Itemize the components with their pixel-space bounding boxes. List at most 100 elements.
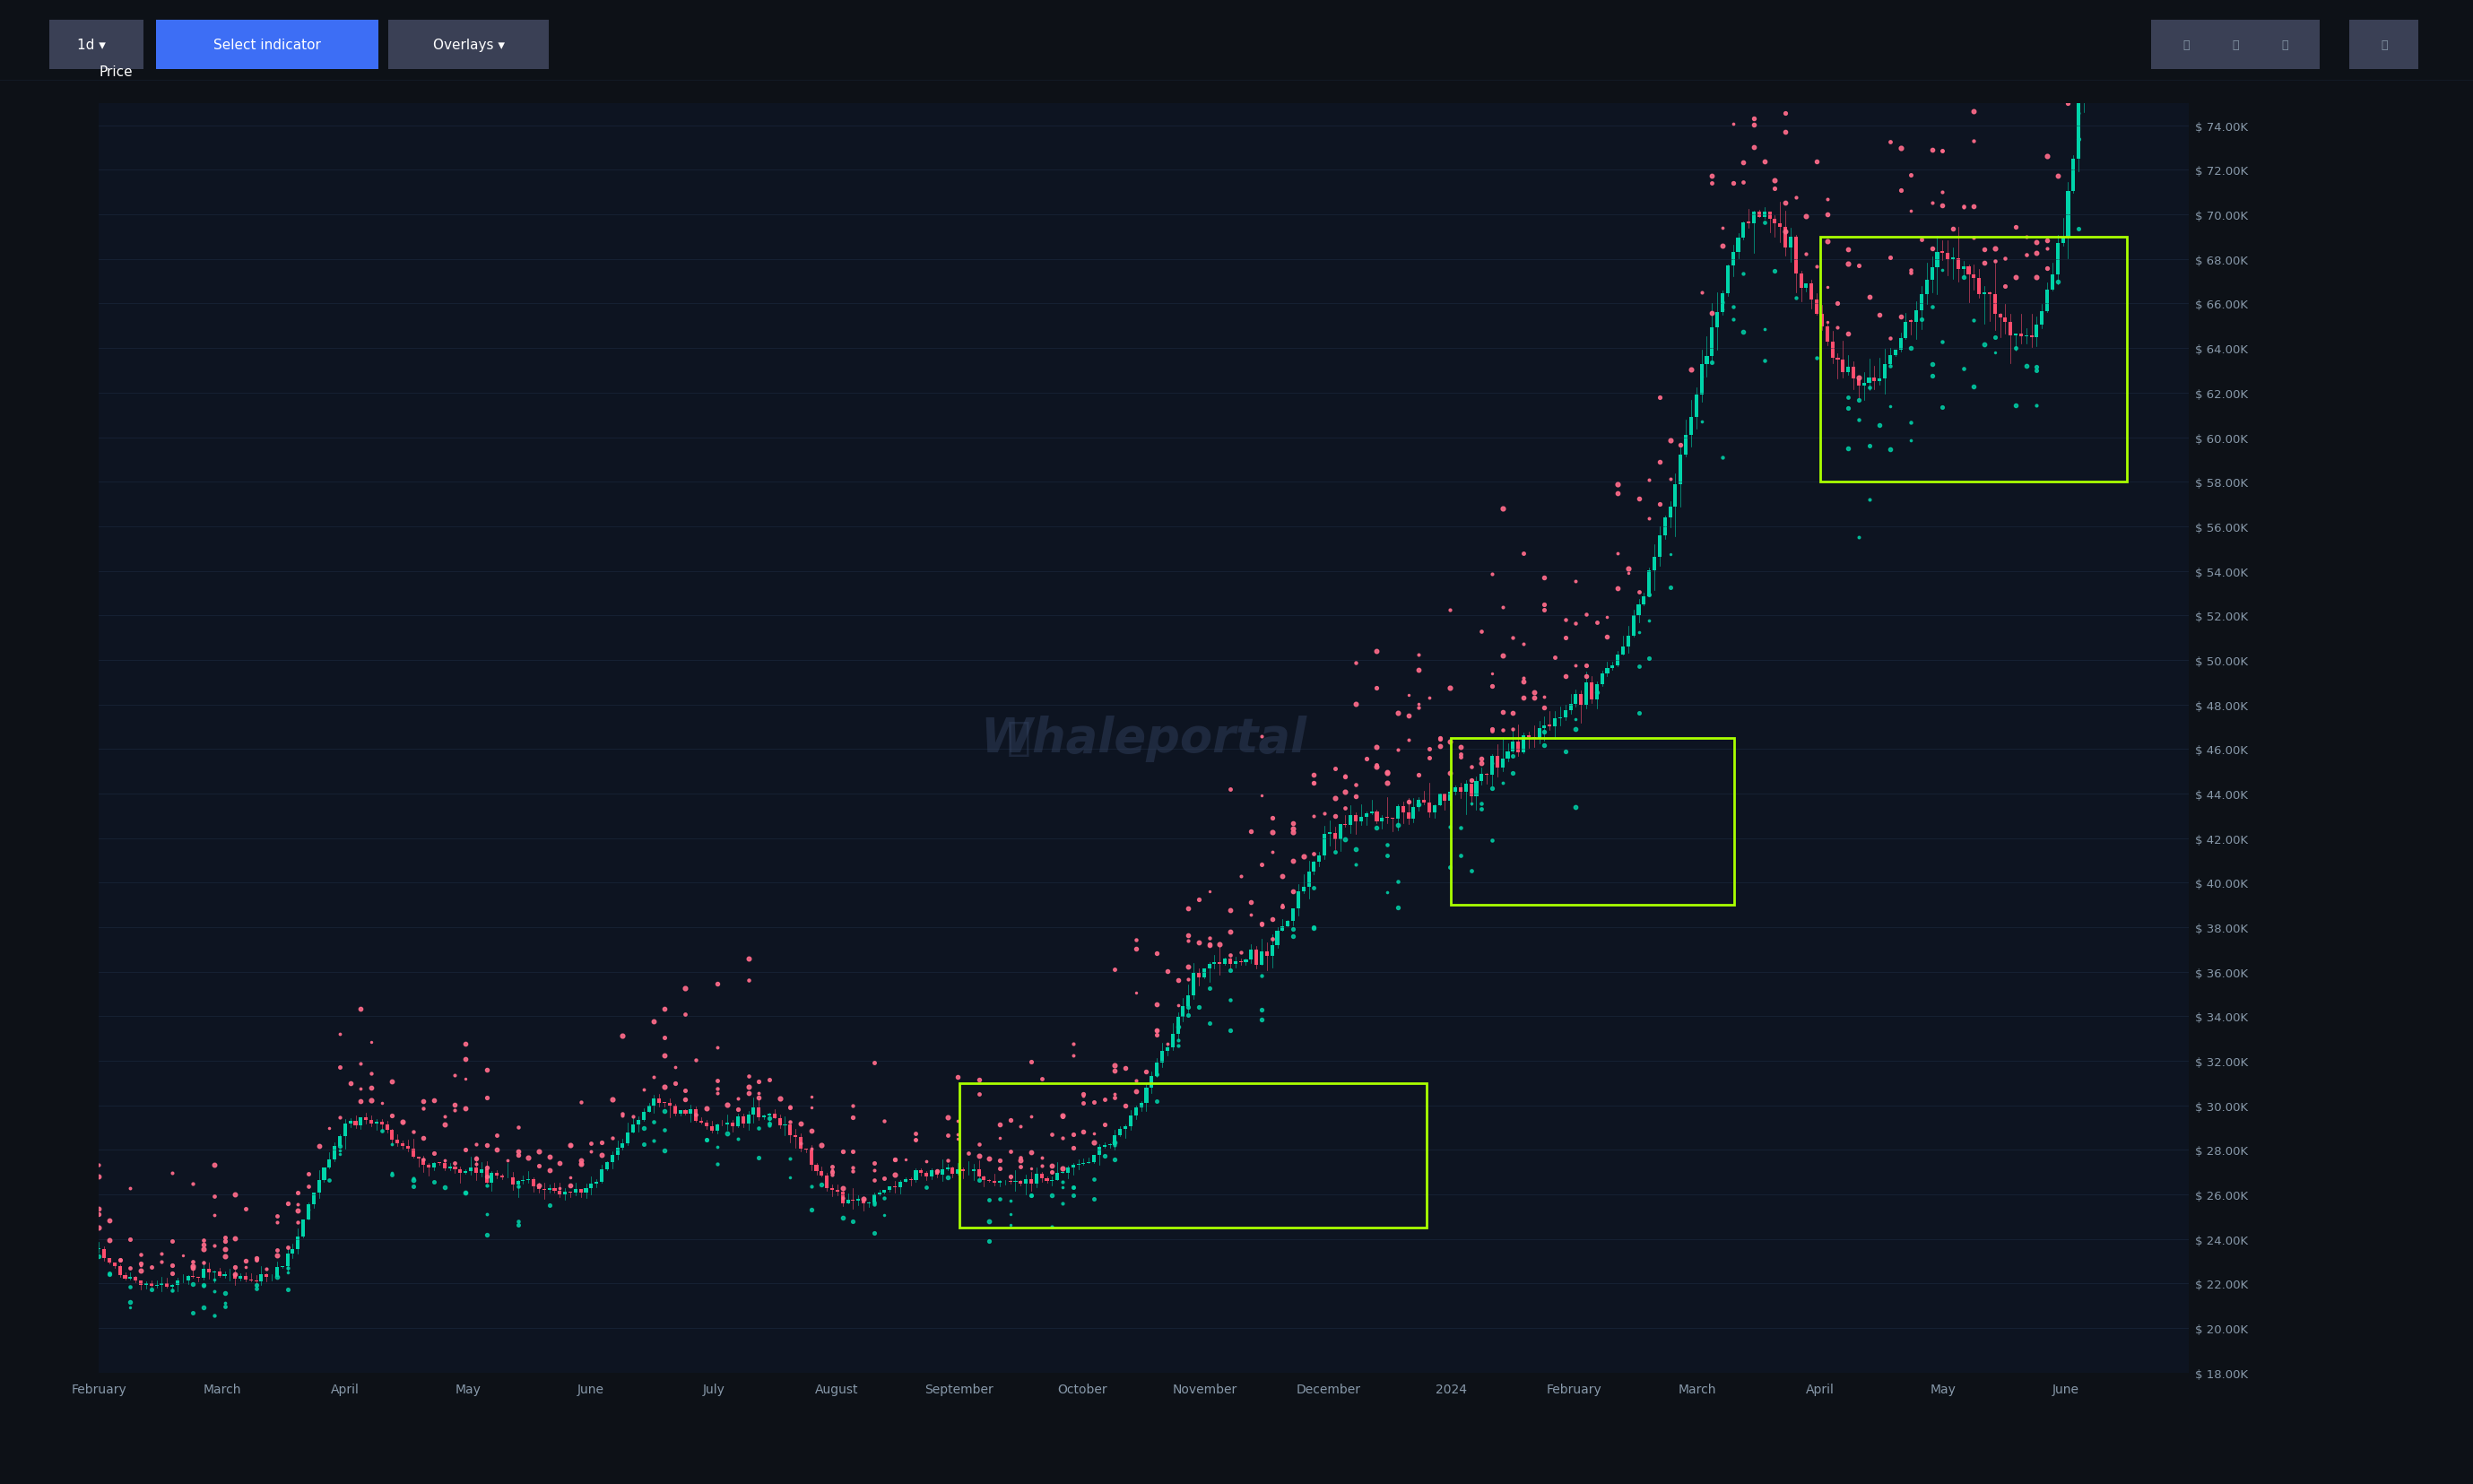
Point (1870, 438, 1909, 462)
Point (89, 1227, 129, 1251)
Bar (1711, 328, 1714, 356)
Point (1326, 795, 1365, 819)
FancyBboxPatch shape (45, 18, 148, 73)
Bar (1422, 800, 1427, 803)
Point (1002, 1114, 1041, 1138)
Point (445, 1181, 485, 1205)
Point (665, 1079, 705, 1103)
Point (791, 1198, 831, 1221)
Point (1546, 626, 1585, 650)
Point (989, 1140, 1029, 1163)
Bar (453, 1166, 458, 1169)
Point (467, 1204, 507, 1227)
Bar (465, 1171, 467, 1174)
Bar (977, 1169, 982, 1177)
Point (435, 1152, 475, 1175)
Point (1031, 1215, 1071, 1239)
Point (425, 1113, 465, 1137)
Point (2048, 61, 2087, 85)
Point (2038, 270, 2077, 294)
Point (1766, 120, 1805, 144)
Point (1147, 960, 1187, 984)
Point (173, 1257, 213, 1281)
Point (960, 1068, 999, 1092)
Point (1996, 266, 2035, 289)
Point (277, 1193, 317, 1217)
Point (1840, 255, 1879, 279)
Text: Price: Price (99, 65, 134, 79)
Bar (574, 1190, 576, 1193)
Point (215, 1261, 255, 1285)
Point (1892, 200, 1931, 224)
Point (843, 1187, 883, 1211)
Bar (1454, 788, 1457, 792)
Point (215, 1227, 255, 1251)
Point (1044, 1171, 1083, 1195)
Point (1630, 647, 1669, 671)
Point (739, 1080, 779, 1104)
Point (79, 1198, 119, 1221)
Bar (1113, 1135, 1118, 1146)
Point (195, 1184, 235, 1208)
Point (772, 1165, 811, 1189)
Point (79, 1217, 119, 1241)
Point (1096, 1060, 1135, 1083)
Point (225, 1250, 265, 1273)
Point (195, 1153, 235, 1177)
Point (1044, 1126, 1083, 1150)
Bar (1286, 922, 1288, 926)
Point (1996, 337, 2035, 361)
Point (717, 1086, 757, 1110)
Bar (161, 1282, 163, 1285)
Point (697, 1077, 737, 1101)
Point (1912, 353, 1951, 377)
Point (445, 1048, 485, 1071)
Bar (1135, 1109, 1138, 1116)
Bar (406, 1146, 411, 1149)
Point (1734, 135, 1773, 159)
Bar (1128, 1116, 1133, 1126)
Point (1251, 821, 1291, 844)
Point (1429, 761, 1469, 785)
Point (1326, 766, 1365, 789)
Point (1157, 994, 1197, 1018)
Point (1442, 745, 1481, 769)
Bar (1234, 962, 1236, 965)
Point (2070, 0, 2109, 13)
Bar (396, 1140, 398, 1143)
Point (173, 1272, 213, 1296)
Bar (821, 1171, 824, 1175)
Point (1274, 917, 1313, 941)
Point (1170, 996, 1209, 1020)
Point (289, 1162, 329, 1186)
Point (594, 1088, 633, 1112)
Point (866, 1109, 905, 1132)
Point (267, 1236, 307, 1260)
Point (309, 1116, 349, 1140)
Point (613, 1104, 653, 1128)
FancyBboxPatch shape (143, 18, 391, 73)
Point (121, 1242, 161, 1266)
Point (1526, 567, 1565, 591)
Bar (114, 1263, 116, 1266)
Point (1209, 1018, 1249, 1042)
Point (1452, 792, 1491, 816)
Point (1410, 738, 1449, 761)
Bar (1763, 212, 1766, 217)
Point (697, 1036, 737, 1060)
Bar (101, 1250, 106, 1258)
Point (529, 1146, 569, 1169)
FancyBboxPatch shape (2248, 18, 2322, 73)
Point (989, 1165, 1029, 1189)
FancyBboxPatch shape (2149, 18, 2223, 73)
Point (1756, 260, 1795, 283)
Point (908, 1149, 947, 1172)
Point (1954, 99, 1993, 123)
Point (403, 1089, 443, 1113)
Point (1964, 239, 2003, 263)
Point (1251, 806, 1291, 830)
Point (1326, 764, 1365, 788)
Point (195, 1204, 235, 1227)
Bar (1034, 1174, 1039, 1183)
Bar (1301, 887, 1306, 892)
